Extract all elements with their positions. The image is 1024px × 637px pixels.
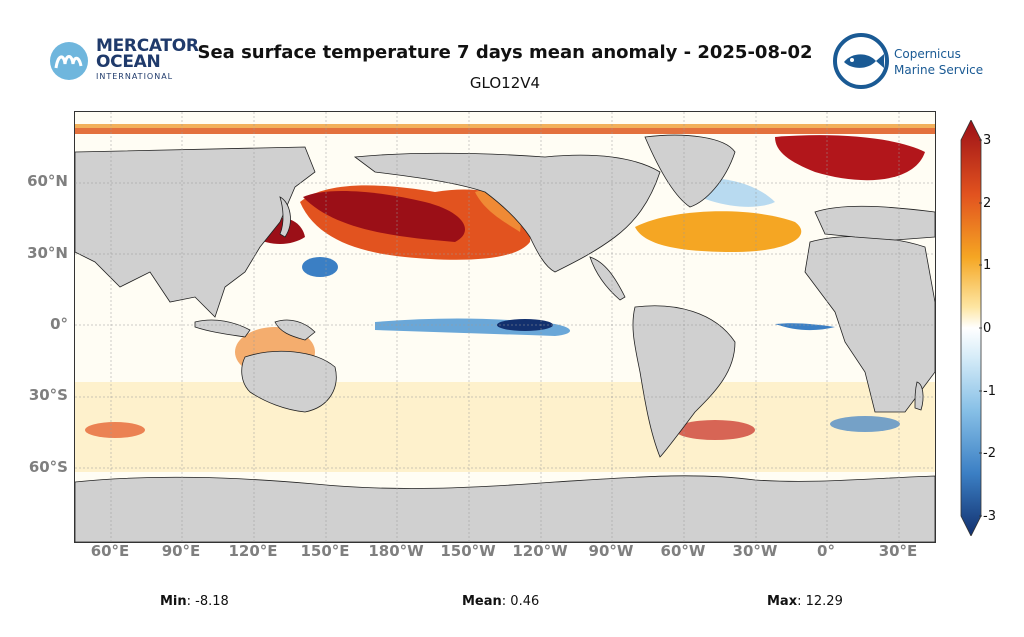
asia-land bbox=[75, 146, 316, 318]
lon-label-60e: 60°E bbox=[90, 542, 130, 560]
colorbar-tick-0: 0 bbox=[983, 321, 992, 336]
stat-mean: Mean: 0.46 bbox=[462, 594, 539, 609]
stat-max-value: : 12.29 bbox=[797, 594, 843, 609]
lon-label-150e: 150°E bbox=[300, 542, 350, 560]
antarctica-land bbox=[75, 475, 935, 542]
copernicus-logo: Copernicus Marine Service bbox=[832, 32, 992, 92]
stat-mean-value: : 0.46 bbox=[501, 594, 540, 609]
mercator-sub: INTERNATIONAL bbox=[96, 72, 174, 81]
graticule bbox=[75, 112, 935, 542]
colorbar-tick-1: 1 bbox=[983, 258, 992, 273]
southern-ocean-warm bbox=[75, 382, 935, 472]
anomaly-map bbox=[74, 111, 936, 543]
lon-label-120e: 120°E bbox=[228, 542, 278, 560]
mercator-logo: MERCATOR OCEAN INTERNATIONAL bbox=[48, 38, 199, 88]
lon-label-0: 0° bbox=[817, 542, 835, 560]
lat-label-60s: 60°S bbox=[28, 458, 68, 476]
lon-label-90e: 90°E bbox=[161, 542, 201, 560]
mercator-ocean-icon bbox=[50, 42, 88, 80]
lon-label-30w: 30°W bbox=[732, 542, 778, 560]
lat-label-60n: 60°N bbox=[27, 172, 68, 190]
lat-label-30s: 30°S bbox=[28, 386, 68, 404]
lon-label-30e: 30°E bbox=[878, 542, 918, 560]
north-atlantic-warm bbox=[775, 135, 925, 181]
map-title: Sea surface temperature 7 days mean anom… bbox=[197, 42, 813, 63]
mercator-name: MERCATOR OCEAN bbox=[96, 36, 199, 72]
africa-land bbox=[804, 236, 935, 413]
lon-label-150w: 150°W bbox=[440, 542, 496, 560]
colorbar-tick-2: 2 bbox=[983, 196, 992, 211]
colorbar-tick-3: 3 bbox=[983, 133, 992, 148]
stat-mean-label: Mean bbox=[462, 594, 502, 609]
lon-label-90w: 90°W bbox=[588, 542, 634, 560]
copernicus-fish-icon bbox=[833, 33, 889, 89]
colorbar-tick-neg3: -3 bbox=[983, 509, 996, 524]
stat-min-value: : -8.18 bbox=[186, 594, 229, 609]
lat-label-0: 0° bbox=[50, 315, 68, 333]
colorbar-tick-neg1: -1 bbox=[983, 384, 996, 399]
stat-max-label: Max bbox=[767, 594, 798, 609]
lat-label-30n: 30°N bbox=[27, 244, 68, 262]
stat-min: Min: -8.18 bbox=[160, 594, 229, 609]
lon-label-60w: 60°W bbox=[660, 542, 706, 560]
stat-min-label: Min bbox=[160, 594, 187, 609]
colorbar-tick-neg2: -2 bbox=[983, 446, 996, 461]
greenland-land bbox=[644, 134, 736, 208]
map-subtitle: GLO12V4 bbox=[469, 74, 541, 92]
colorbar bbox=[960, 120, 982, 536]
lon-label-180w: 180°W bbox=[368, 542, 424, 560]
stat-max: Max: 12.29 bbox=[767, 594, 843, 609]
lon-label-120w: 120°W bbox=[512, 542, 568, 560]
copernicus-text: Copernicus Marine Service bbox=[894, 47, 984, 77]
